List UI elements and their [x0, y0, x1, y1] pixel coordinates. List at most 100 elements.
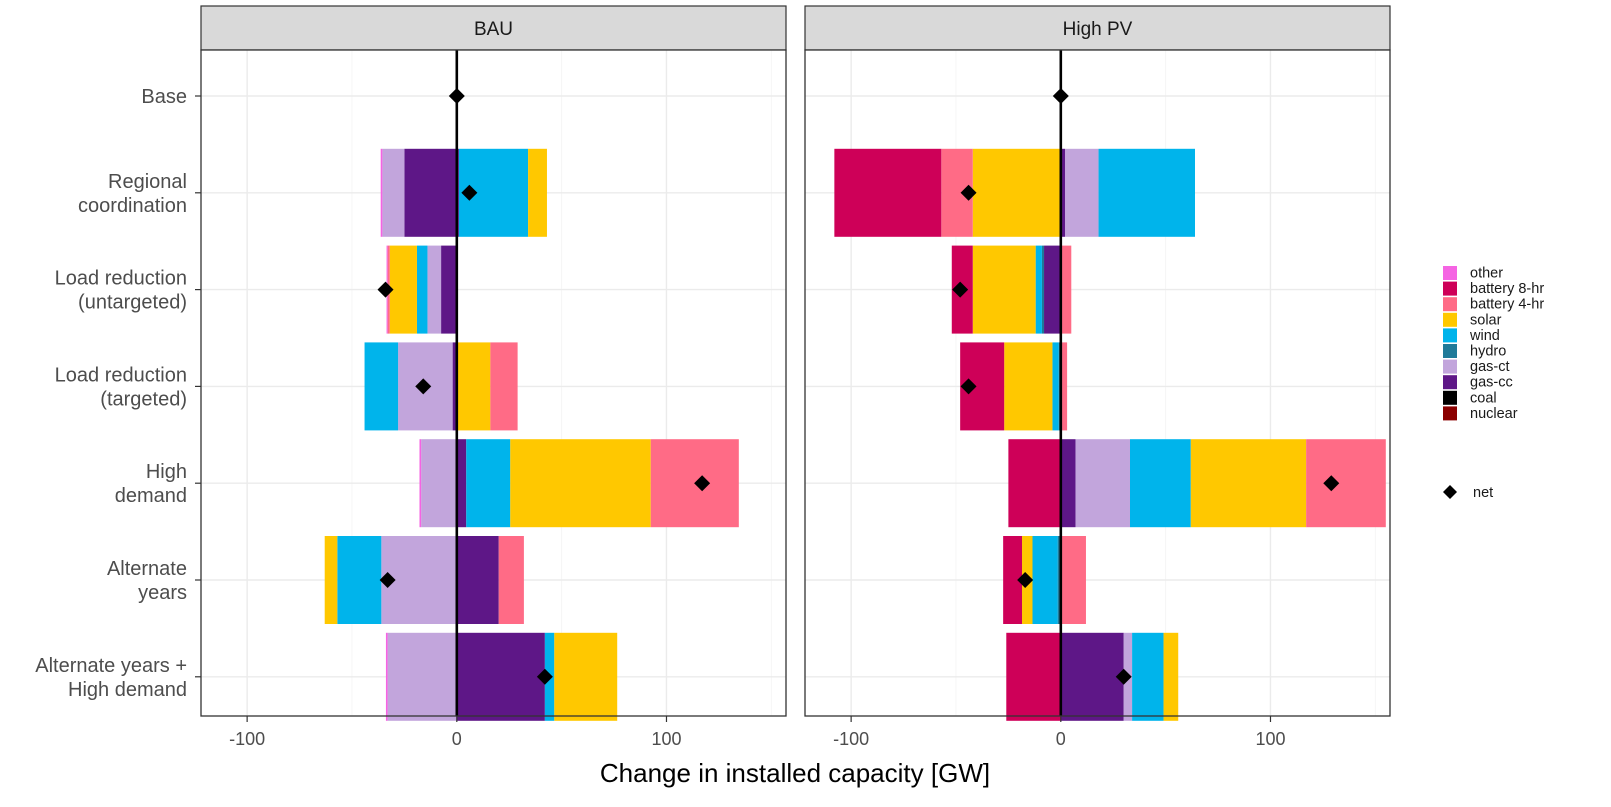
legend-key-coal — [1443, 390, 1457, 405]
category-label: High demand — [115, 461, 187, 507]
facet-title: BAU — [474, 19, 513, 40]
net-marker — [379, 572, 396, 588]
bar-segment-gasct — [1075, 439, 1130, 528]
net-marker — [1323, 475, 1340, 492]
net-marker — [1052, 88, 1069, 104]
bar-segment-gascc — [1044, 245, 1061, 334]
bar-segment-battery4 — [1306, 439, 1386, 528]
category-label-line: High demand — [68, 679, 187, 701]
bar-segment-wind — [337, 536, 382, 624]
legend-key-hydro — [1443, 344, 1457, 358]
category-label-line: Alternate years + — [35, 655, 187, 677]
bar-segment-wind — [1032, 536, 1058, 624]
legend-label-nuclear: nuclear — [1470, 406, 1518, 422]
legend-key-net — [1443, 485, 1457, 499]
bar-segment-gasct — [1065, 148, 1099, 237]
bar-segment-other — [380, 148, 383, 237]
legend-key-gascc — [1443, 375, 1457, 390]
category-label-line: (untargeted) — [78, 292, 187, 314]
bar-segment-gascc — [1060, 632, 1124, 721]
legend-key-battery8 — [1443, 281, 1457, 296]
x-tick-label: -100 — [229, 729, 265, 749]
bar-segment-wind — [364, 342, 399, 431]
bar-segment-battery8 — [834, 148, 942, 237]
bar-segment-solar — [972, 148, 1061, 237]
bar-segment-battery8 — [1006, 632, 1061, 721]
facet-strip — [200, 5, 787, 51]
bar-segment-gascc — [452, 342, 457, 431]
legend-label-gasct: gas-ct — [1470, 359, 1510, 375]
legend-label-battery8: battery 8-hr — [1470, 281, 1544, 297]
bar-segment-gascc — [456, 536, 499, 624]
bar-segment-solar — [972, 245, 1036, 334]
bar-segment-wind — [1098, 148, 1195, 237]
bar-segment-gascc — [404, 148, 457, 237]
bar-segment-solar — [324, 536, 338, 624]
bar-segment-battery8 — [1008, 439, 1061, 528]
bar-segment-solar — [1163, 632, 1179, 721]
bar-segment-solar — [554, 632, 618, 721]
net-marker — [377, 281, 394, 298]
net-marker — [952, 281, 969, 298]
legend-label-net: net — [1473, 485, 1493, 501]
bar-segment-gasct — [382, 148, 405, 237]
legend-label-battery4: battery 4-hr — [1470, 297, 1544, 313]
facet-high-pv: High PV -100 0 100 — [804, 5, 1391, 749]
bar-segment-battery4 — [1060, 245, 1072, 334]
bar-segment-battery4 — [1060, 342, 1068, 431]
category-label-line: High — [146, 461, 187, 483]
bar-segment-solar — [456, 342, 491, 431]
net-marker — [960, 378, 977, 395]
x-tick-label: 0 — [452, 729, 462, 749]
net-marker — [1115, 668, 1132, 685]
category-label: Load reduction (untargeted) — [55, 268, 187, 314]
bar-segment-wind — [1035, 245, 1042, 334]
bar-segment-battery4 — [1060, 536, 1086, 624]
legend-label-other: other — [1470, 266, 1503, 282]
facet-strip — [804, 5, 1391, 51]
bar-segment-gascc — [456, 439, 467, 528]
bar-segment-solar — [1190, 439, 1307, 528]
facet-bau: BAU -100 0 100 — [200, 5, 787, 749]
x-tick-label: 0 — [1056, 729, 1066, 749]
category-label-line: Alternate — [107, 558, 187, 580]
bar-segment-other — [385, 632, 388, 721]
bar-segment-battery4 — [498, 536, 524, 624]
bar-segment-gasct — [387, 632, 457, 721]
bar-segment-gascc — [456, 632, 545, 721]
bar-segment-gascc — [1060, 439, 1076, 528]
bar-segment-hydro — [1057, 536, 1061, 624]
bar-segment-other — [419, 439, 422, 528]
category-label-line: Base — [141, 86, 187, 108]
category-label: Alternate years + High demand — [35, 655, 187, 701]
bar-segment-solar — [528, 148, 547, 237]
bar-segment-gasct — [421, 439, 457, 528]
category-label-line: demand — [115, 485, 187, 507]
bar-segment-wind — [1132, 632, 1164, 721]
legend-label-coal: coal — [1470, 390, 1497, 406]
facet-panels: BAU -100 0 100 High PV -100 0 100 — [200, 5, 1391, 749]
panel-border — [804, 49, 1391, 717]
legend-label-solar: solar — [1470, 312, 1502, 328]
legend-label-hydro: hydro — [1470, 344, 1506, 360]
category-label: Alternate years — [107, 558, 187, 604]
category-label: Regional coordination — [78, 171, 187, 217]
category-label-line: Load reduction — [55, 364, 187, 386]
legend-key-battery4 — [1443, 297, 1457, 312]
net-marker — [1017, 572, 1034, 588]
category-label: Base — [141, 86, 187, 108]
category-label-line: Regional — [108, 171, 187, 193]
legend-key-nuclear — [1443, 406, 1457, 421]
bar-segment-gascc — [1060, 148, 1065, 237]
category-label-line: years — [138, 582, 187, 604]
category-label-line: Load reduction — [55, 268, 187, 290]
bar-segment-solar — [389, 245, 417, 334]
bar-segment-battery8 — [1003, 536, 1023, 624]
legend-key-other — [1443, 266, 1457, 280]
net-marker — [461, 184, 478, 201]
legend-label-gascc: gas-cc — [1470, 375, 1513, 391]
net-marker — [960, 184, 977, 201]
category-label: Load reduction (targeted) — [55, 364, 187, 410]
